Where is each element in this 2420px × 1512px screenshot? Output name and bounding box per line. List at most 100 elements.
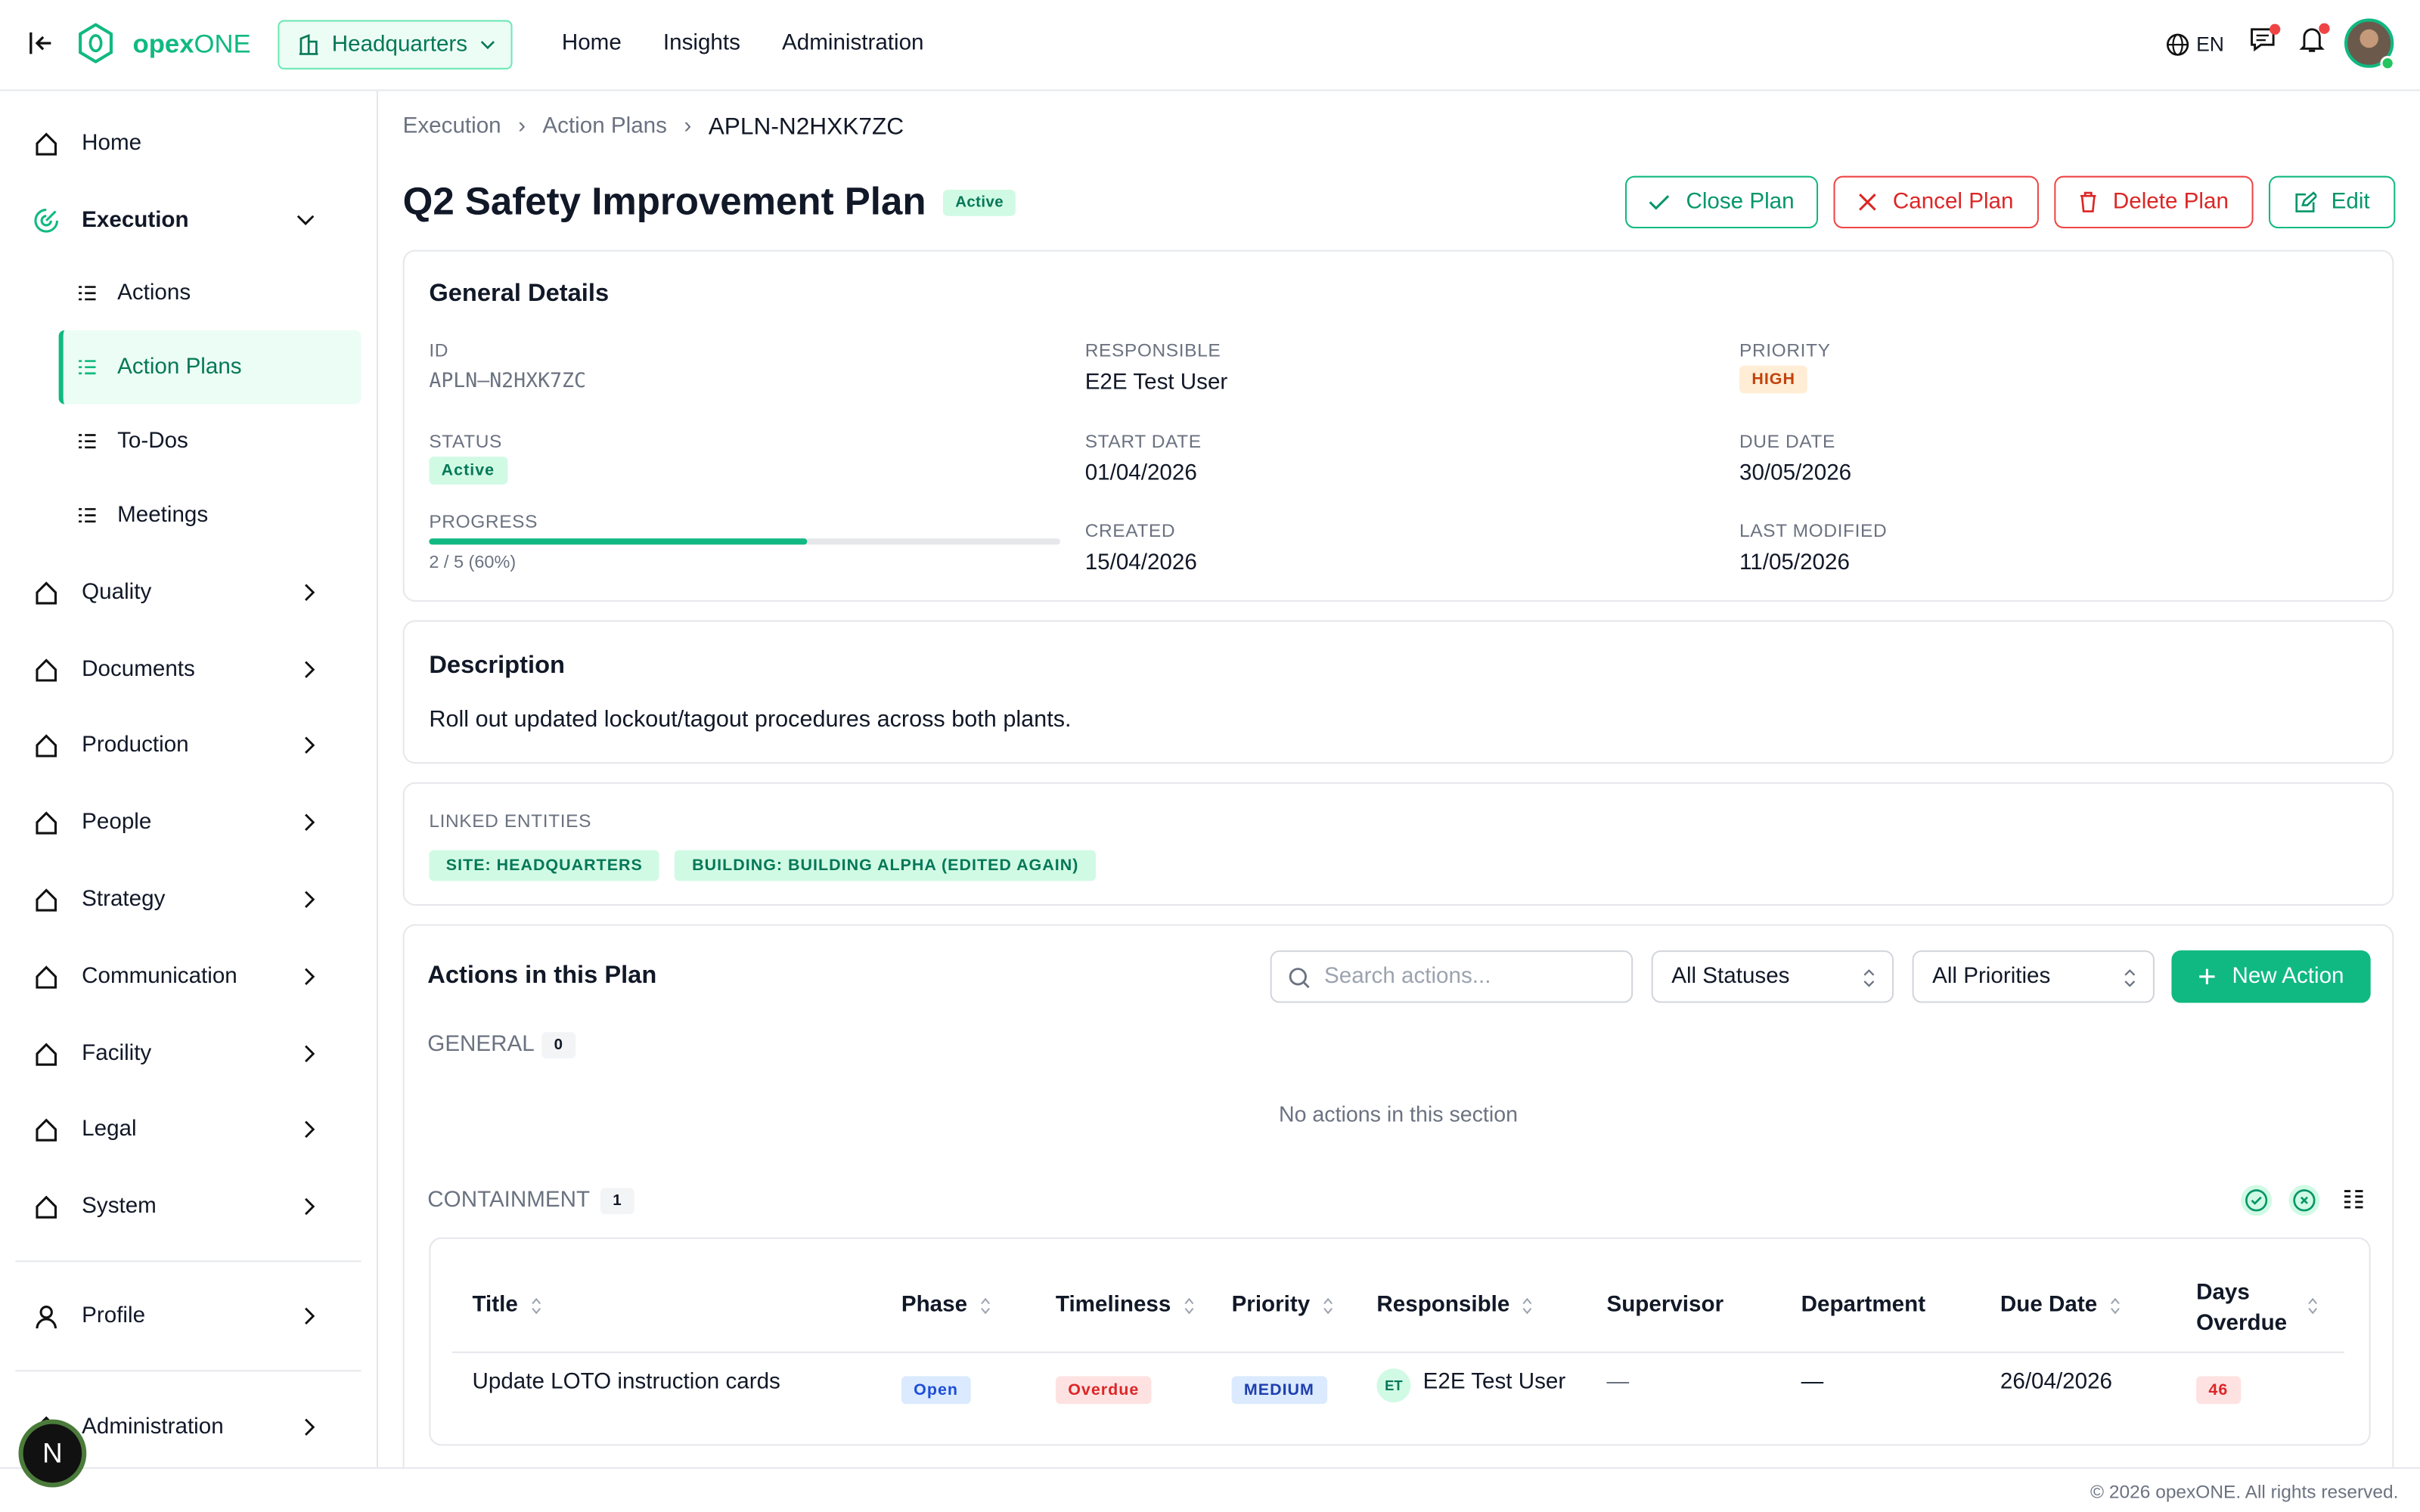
collapse-icon[interactable] (28, 31, 56, 56)
actions-table (429, 1237, 2371, 1446)
status-filter[interactable]: All Statuses (1651, 950, 1894, 1003)
notifications-icon[interactable] (2298, 23, 2332, 57)
tag-list: SITE: HEADQUARTERS BUILDING: BUILDING AL… (429, 850, 1096, 881)
sidebar-item[interactable]: System (34, 1188, 358, 1225)
field-label: DUE DATE (1739, 430, 1835, 452)
nav-icon (36, 965, 57, 988)
sidebar-item[interactable]: Quality (34, 574, 358, 611)
chevron-down (480, 41, 495, 50)
sidebar-item[interactable]: Administration (34, 1408, 358, 1445)
column-header[interactable]: Days Overdue (2196, 1278, 2318, 1340)
close-plan-button[interactable]: Close Plan (1624, 175, 1819, 229)
entity-tag[interactable]: SITE: HEADQUARTERS (429, 850, 660, 881)
field-value: APLN–N2HXK7ZC (429, 370, 586, 394)
brand: opexONE (133, 29, 251, 60)
field-label: STATUS (429, 430, 502, 452)
column-label: Title (472, 1293, 518, 1318)
nav-link[interactable]: Insights (662, 30, 740, 56)
sidebar-item[interactable]: Facility (34, 1035, 358, 1072)
column-header[interactable]: Timeliness (1056, 1293, 1194, 1318)
nav-link[interactable]: Administration (782, 30, 924, 56)
field-label: LAST MODIFIED (1739, 519, 1888, 542)
chevron-right (305, 1120, 315, 1139)
sidebar-label: Legal (82, 1117, 137, 1142)
breadcrumb-item[interactable]: Action Plans (542, 114, 667, 139)
edit-button[interactable]: Edit (2268, 175, 2396, 229)
column-header[interactable]: Due Date (2000, 1293, 2121, 1318)
sort-icon[interactable] (1184, 1297, 1194, 1314)
sidebar-item[interactable]: Production (34, 727, 358, 764)
empty-state: No actions in this section (1278, 1101, 1518, 1126)
sidebar-item[interactable]: Documents (34, 651, 358, 688)
search-input[interactable]: Search actions... (1270, 950, 1634, 1003)
sub-icon (79, 507, 96, 522)
language[interactable]: EN (2196, 32, 2224, 56)
sidebar-item[interactable]: Legal (34, 1111, 358, 1148)
topbar: opexONE Headquarters Home Insights Adminis… (0, 0, 2420, 91)
sort-icon[interactable] (1323, 1297, 1333, 1314)
delete-plan-button[interactable]: Delete Plan (2054, 175, 2254, 229)
column-header[interactable]: Priority (1232, 1293, 1333, 1318)
column-header[interactable]: Title (472, 1293, 541, 1318)
reject-all-icon[interactable] (2287, 1183, 2321, 1217)
entity-tag[interactable]: BUILDING: BUILDING ALPHA (EDITED AGAIN) (675, 850, 1096, 881)
sort-icon[interactable] (2307, 1297, 2318, 1315)
column-header[interactable]: Phase (901, 1293, 991, 1318)
breadcrumb-current: APLN-N2HXK7ZC (708, 114, 904, 141)
logo-icon (79, 23, 113, 64)
timeliness-badge: Overdue (1055, 1376, 1152, 1405)
sidebar-item[interactable]: Home (34, 125, 358, 162)
nav-icon (36, 581, 57, 604)
column-label: Due Date (2000, 1293, 2098, 1318)
field-badge: HIGH (1739, 365, 1808, 394)
sort-icon[interactable] (2110, 1297, 2121, 1314)
sidebar-label: Home (82, 131, 142, 156)
dev-badge[interactable]: N (18, 1419, 87, 1488)
button-label: Edit (2331, 190, 2370, 215)
sidebar-item[interactable]: Profile (34, 1297, 358, 1334)
breadcrumb-item[interactable]: Execution (402, 114, 501, 139)
sort-icon[interactable] (530, 1297, 541, 1314)
description-card: Description Roll out updated lockout/tag… (402, 620, 2394, 764)
nav-icon (36, 1117, 57, 1141)
site-selector[interactable]: Headquarters (278, 20, 513, 70)
sidebar-subitem[interactable]: Meetings (59, 479, 361, 553)
days_overdue-badge: 46 (2196, 1376, 2241, 1405)
column-header: Supervisor (1606, 1293, 1723, 1318)
supervisor: — (1606, 1370, 1630, 1395)
select-value: All Priorities (1932, 964, 2051, 990)
divider (15, 1370, 361, 1372)
priority-filter[interactable]: All Priorities (1912, 950, 2155, 1003)
sidebar-subitem[interactable]: To-Dos (59, 404, 361, 479)
sort-icon[interactable] (979, 1297, 990, 1314)
chevron-right (305, 1045, 315, 1063)
sidebar-item[interactable]: Strategy (34, 881, 358, 918)
sort-icon[interactable] (1522, 1297, 1533, 1314)
avatar[interactable] (2344, 18, 2397, 71)
sidebar-item[interactable]: People (34, 804, 358, 841)
sidebar-subitem[interactable]: Action Plans (58, 330, 361, 404)
columns-icon[interactable] (2343, 1189, 2365, 1210)
nav-icon (36, 810, 57, 834)
x-icon (1859, 194, 1877, 211)
sidebar-label: Execution (82, 208, 189, 234)
sidebar-item[interactable]: Execution (34, 202, 358, 239)
placeholder: Search actions... (1324, 964, 1491, 990)
approve-all-icon[interactable] (2239, 1183, 2273, 1217)
sidebar-subitem[interactable]: Actions (59, 256, 361, 330)
field-badge: Active (429, 457, 507, 485)
nav-link[interactable]: Home (561, 30, 622, 56)
breadcrumb-separator: › (518, 114, 526, 139)
messages-icon[interactable] (2248, 23, 2282, 57)
column-header[interactable]: Responsible (1376, 1293, 1533, 1318)
select-arrows (1863, 969, 1875, 987)
field-value: 30/05/2026 (1739, 461, 1852, 486)
chevron-right (305, 1418, 315, 1436)
sidebar-item[interactable]: Communication (34, 958, 358, 995)
row-title[interactable]: Update LOTO instruction cards (472, 1370, 780, 1395)
new-action-button[interactable]: New Action (2171, 950, 2371, 1003)
cancel-plan-button[interactable]: Cancel Plan (1833, 175, 2039, 229)
sidebar-label: To-Dos (117, 429, 188, 454)
section-heading: Description (429, 652, 565, 679)
